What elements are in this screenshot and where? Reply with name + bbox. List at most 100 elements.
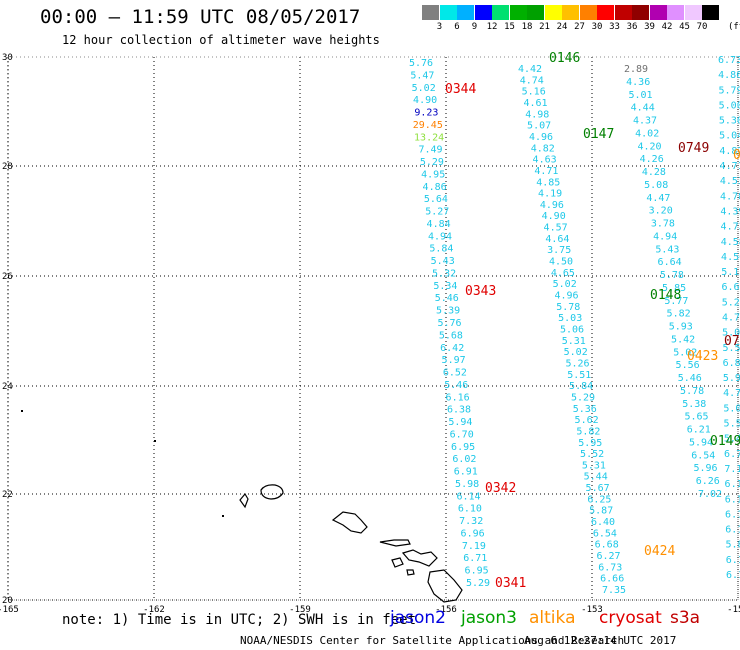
track-value: 5.16 bbox=[522, 87, 546, 98]
track-value: 4.84 bbox=[427, 219, 451, 230]
track-value: 4.82 bbox=[531, 143, 555, 154]
track-value: 6.52 bbox=[443, 368, 467, 379]
legend-altika: altika bbox=[529, 608, 576, 628]
track-value: 7.49 bbox=[418, 145, 442, 156]
track-value: 6.95 bbox=[451, 442, 475, 453]
track-value: 5.43 bbox=[655, 244, 679, 255]
colorbar-swatch bbox=[457, 5, 474, 20]
track-value: 4.28 bbox=[642, 167, 666, 178]
colorbar-label: 36 bbox=[626, 22, 638, 32]
colorbar-label: 24 bbox=[556, 22, 568, 32]
track-value: 6.16 bbox=[446, 392, 470, 403]
small-islets bbox=[21, 410, 224, 517]
colorbar-swatch bbox=[474, 5, 492, 20]
track-value: 5.46 bbox=[444, 380, 468, 391]
colorbar-label: 45 bbox=[679, 22, 690, 32]
track-value: 4.82 bbox=[719, 146, 740, 157]
track-value: 6.14 bbox=[456, 491, 480, 502]
lon-tick-label: -156 bbox=[435, 605, 457, 615]
track-value: 5.02 bbox=[722, 328, 740, 339]
legend-jason2: jason2 bbox=[390, 608, 446, 628]
track-value: 5.78 bbox=[660, 270, 684, 281]
colorbar-swatch bbox=[544, 5, 562, 20]
track-value: 6.66 bbox=[600, 574, 624, 585]
track-orbit-label: 0148 bbox=[650, 288, 681, 303]
lon-tick-label: -150 bbox=[727, 605, 740, 615]
track-value: 5.78 bbox=[556, 302, 580, 313]
track-value: 5.04 bbox=[719, 131, 740, 142]
track-value: 6.15 bbox=[725, 509, 740, 520]
track-value: 5.31 bbox=[582, 460, 606, 471]
track-value: 5.13 bbox=[721, 267, 740, 278]
track-value: 6.64 bbox=[721, 282, 740, 293]
generation-timestamp: Aug 6 12:27:14 UTC 2017 bbox=[524, 634, 677, 647]
track-value: 6.91 bbox=[454, 467, 478, 478]
track-value: 2.89 bbox=[624, 64, 648, 75]
track-value: 5.94 bbox=[689, 438, 713, 449]
track-value: 6.25 bbox=[587, 494, 611, 505]
track-value: 6.21 bbox=[687, 425, 711, 436]
track-value: 5.02 bbox=[564, 347, 588, 358]
track-value: 5.62 bbox=[575, 415, 599, 426]
colorbar-label: 6 bbox=[454, 22, 460, 32]
track-value: 5.07 bbox=[527, 121, 551, 132]
track-value: 6.02 bbox=[452, 454, 476, 465]
track-value: 4.86 bbox=[718, 70, 740, 81]
track-value: 5.46 bbox=[678, 373, 702, 384]
track-value: 5.65 bbox=[684, 412, 708, 423]
colorbar-label: 42 bbox=[661, 22, 673, 32]
colorbar-swatch bbox=[562, 5, 579, 20]
colorbar-swatch bbox=[579, 5, 597, 20]
track-value: 5.93 bbox=[723, 373, 740, 384]
track-value: 6.40 bbox=[591, 517, 615, 528]
track-value: 7.32 bbox=[459, 516, 483, 527]
island-niihau bbox=[239, 492, 249, 509]
track-value: 5.02 bbox=[553, 279, 577, 290]
track-value: 5.96 bbox=[693, 463, 717, 474]
track-value: 4.36 bbox=[626, 77, 650, 88]
track-value: 6.71 bbox=[463, 553, 487, 564]
colorbar-label: 15 bbox=[504, 22, 515, 32]
track-value: 29.45 bbox=[413, 120, 443, 131]
altimeter-tracks: 5.765.475.024.909.2329.4513.247.495.294.… bbox=[409, 51, 740, 596]
island-kahoolawe bbox=[406, 569, 415, 576]
track-value: 5.51 bbox=[567, 370, 591, 381]
track-value: 9.23 bbox=[414, 108, 438, 119]
track-value: 5.39 bbox=[436, 306, 460, 317]
track-value: 6.54 bbox=[691, 450, 715, 461]
track-orbit-label: 0749 bbox=[678, 141, 709, 156]
track-value: 6.42 bbox=[440, 343, 464, 354]
track-value: 5.97 bbox=[442, 355, 466, 366]
map-frame bbox=[7, 56, 739, 601]
lat-lon-grid: -165 -162 -159 -156 -153 -150 30 28 26 24 22 20 bbox=[0, 53, 740, 615]
colorbar-swatch bbox=[439, 5, 457, 20]
lat-tick-label: 24 bbox=[2, 382, 13, 392]
track-value: 6.10 bbox=[458, 504, 482, 515]
legend-jason3: jason3 bbox=[461, 608, 517, 628]
track-value: 6.10 bbox=[725, 494, 740, 505]
track-value: 4.56 bbox=[721, 252, 740, 263]
track-value: 5.42 bbox=[671, 335, 695, 346]
track-orbit-label: 0423 bbox=[687, 349, 718, 364]
track-orbit-label: 0147 bbox=[583, 127, 614, 142]
track-value: 5.46 bbox=[435, 293, 459, 304]
track-value: 4.57 bbox=[544, 223, 568, 234]
track-value: 4.96 bbox=[529, 132, 553, 143]
track-value: 5.85 bbox=[662, 283, 686, 294]
track-value: 6.26 bbox=[696, 476, 720, 487]
island-maui bbox=[401, 549, 438, 567]
map-title: 00:00 – 11:59 UTC 08/05/2017 bbox=[40, 6, 361, 28]
footer-note: note: 1) Time is in UTC; 2) SWH is in fe… bbox=[62, 612, 417, 628]
track-value: 5.78 bbox=[680, 386, 704, 397]
track-value: 5.43 bbox=[431, 256, 455, 267]
track-value: 4.02 bbox=[635, 128, 659, 139]
track-value: 5.32 bbox=[432, 269, 456, 280]
colorbar-label: 12 bbox=[486, 22, 498, 32]
track-value: 3.20 bbox=[649, 206, 673, 217]
track-value: 6.70 bbox=[724, 449, 740, 460]
track-value: 6.19 bbox=[725, 479, 740, 490]
legend-s3a: s3a bbox=[670, 608, 701, 628]
track-value: 4.98 bbox=[525, 109, 549, 120]
colorbar-swatch bbox=[509, 5, 527, 20]
